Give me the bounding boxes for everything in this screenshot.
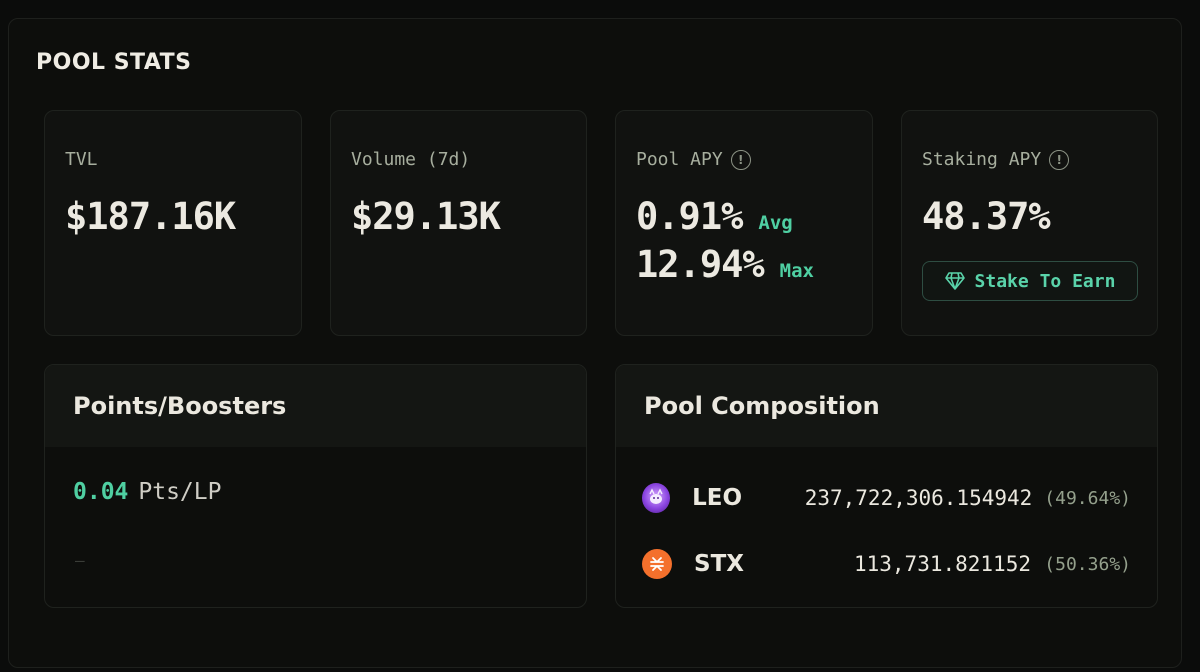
token-symbol: STX <box>694 551 744 577</box>
volume-card: Volume (7d) $29.13K <box>330 110 587 336</box>
gem-icon <box>944 272 965 290</box>
token-percent: (49.64%) <box>1044 487 1131 509</box>
pool-apy-label-text: Pool APY <box>636 149 723 170</box>
stake-to-earn-label: Stake To Earn <box>974 270 1116 292</box>
info-icon[interactable]: ! <box>1049 149 1070 170</box>
token-symbol: LEO <box>692 485 743 511</box>
points-boosters-title: Points/Boosters <box>45 365 586 447</box>
staking-apy-label-text: Staking APY <box>922 149 1042 170</box>
pool-apy-label: Pool APY ! <box>636 149 751 170</box>
pool-apy-card: Pool APY ! 0.91% Avg 12.94% Max <box>615 110 873 336</box>
token-percent: (50.36%) <box>1044 553 1131 575</box>
placeholder-mark: – <box>75 551 85 570</box>
section-title: POOL STATS <box>36 50 192 75</box>
tvl-value: $187.16K <box>65 195 236 238</box>
tvl-card: TVL $187.16K <box>44 110 302 336</box>
points-value: 0.04 <box>73 479 129 505</box>
staking-apy-card: Staking APY ! 48.37% Stake To Earn <box>901 110 1158 336</box>
staking-apy-label: Staking APY ! <box>922 149 1070 170</box>
stx-token-icon <box>642 549 672 579</box>
pool-apy-avg-value: 0.91% <box>636 195 743 238</box>
volume-value: $29.13K <box>351 195 501 238</box>
tvl-label-text: TVL <box>65 149 98 170</box>
pool-apy-max-row: 12.94% Max <box>636 243 814 286</box>
points-boosters-card: Points/Boosters 0.04 Pts/LP – <box>44 364 587 608</box>
stake-to-earn-button[interactable]: Stake To Earn <box>922 261 1138 301</box>
pool-apy-avg-tag: Avg <box>758 212 793 234</box>
points-per-lp: 0.04 Pts/LP <box>73 479 221 505</box>
volume-label: Volume (7d) <box>351 149 470 170</box>
tvl-label: TVL <box>65 149 98 170</box>
pool-composition-card: Pool Composition LEO 237,722,306.154942 … <box>615 364 1158 608</box>
staking-apy-value: 48.37% <box>922 195 1051 238</box>
token-amount: 113,731.821152 <box>853 552 1031 576</box>
pool-apy-avg-row: 0.91% Avg <box>636 195 793 238</box>
info-icon[interactable]: ! <box>730 149 751 170</box>
pool-apy-max-value: 12.94% <box>636 243 765 286</box>
token-amount: 237,722,306.154942 <box>804 486 1033 510</box>
composition-row-stx: STX 113,731.821152 (50.36%) <box>642 548 1131 580</box>
volume-label-text: Volume (7d) <box>351 149 471 170</box>
points-unit: Pts/LP <box>138 479 222 505</box>
pool-apy-max-tag: Max <box>779 260 814 282</box>
leo-token-icon <box>642 483 671 513</box>
pool-composition-title: Pool Composition <box>616 365 1157 447</box>
composition-row-leo: LEO 237,722,306.154942 (49.64%) <box>642 482 1131 514</box>
